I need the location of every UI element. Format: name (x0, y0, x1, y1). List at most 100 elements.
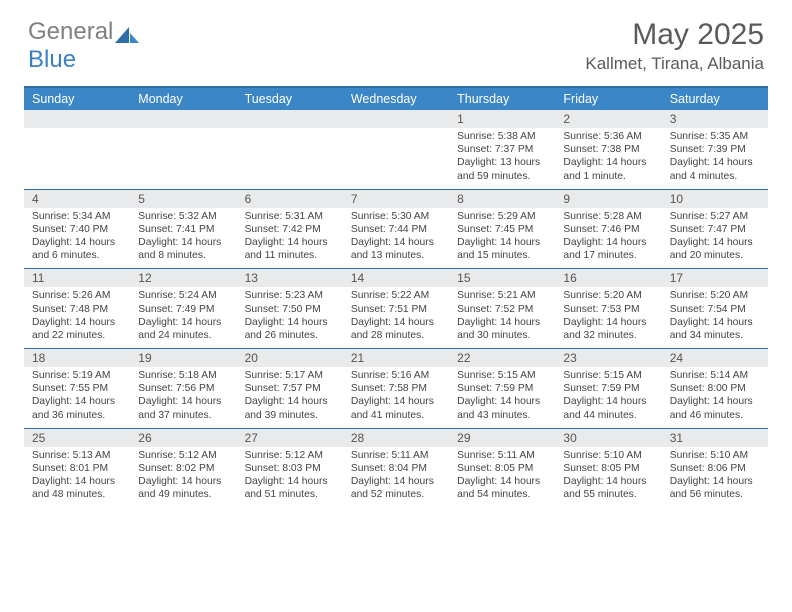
day-cell: Sunrise: 5:14 AMSunset: 8:00 PMDaylight:… (662, 367, 768, 428)
day-cell-line: and 44 minutes. (563, 409, 655, 422)
day-cell: Sunrise: 5:21 AMSunset: 7:52 PMDaylight:… (449, 287, 555, 348)
day-cell: Sunrise: 5:10 AMSunset: 8:06 PMDaylight:… (662, 447, 768, 508)
day-cell-line: Sunrise: 5:18 AM (138, 369, 230, 382)
day-cell-line: Daylight: 14 hours (351, 395, 443, 408)
day-cell-line: Sunrise: 5:12 AM (245, 449, 337, 462)
day-cell: Sunrise: 5:35 AMSunset: 7:39 PMDaylight:… (662, 128, 768, 189)
day-cell-line: Daylight: 14 hours (351, 236, 443, 249)
day-number: 29 (449, 429, 555, 447)
day-number: 12 (130, 269, 236, 287)
day-cell: Sunrise: 5:11 AMSunset: 8:04 PMDaylight:… (343, 447, 449, 508)
page-header: GeneralBlue May 2025 Kallmet, Tirana, Al… (0, 0, 792, 82)
day-cell-line: Daylight: 14 hours (138, 395, 230, 408)
day-number: 14 (343, 269, 449, 287)
day-cell-line: Sunrise: 5:36 AM (563, 130, 655, 143)
day-cell-line: Daylight: 14 hours (563, 475, 655, 488)
day-cell-line: and 52 minutes. (351, 488, 443, 501)
day-cell-line: and 20 minutes. (670, 249, 762, 262)
day-cell-line: Sunset: 7:42 PM (245, 223, 337, 236)
day-number: 22 (449, 349, 555, 367)
day-header-row: Sunday Monday Tuesday Wednesday Thursday… (24, 88, 768, 110)
day-cell-line: Sunset: 7:49 PM (138, 303, 230, 316)
day-header: Wednesday (343, 88, 449, 110)
day-cell-line: and 46 minutes. (670, 409, 762, 422)
day-cell-line: Sunset: 7:44 PM (351, 223, 443, 236)
brand-name: GeneralBlue (28, 18, 139, 74)
day-cell-line: Daylight: 14 hours (457, 395, 549, 408)
day-cell-line: Sunrise: 5:17 AM (245, 369, 337, 382)
day-cell-line: Sunset: 7:47 PM (670, 223, 762, 236)
day-cell-line: Sunrise: 5:29 AM (457, 210, 549, 223)
day-number: 10 (662, 190, 768, 208)
day-cell-line: Sunrise: 5:15 AM (563, 369, 655, 382)
day-cell: Sunrise: 5:24 AMSunset: 7:49 PMDaylight:… (130, 287, 236, 348)
day-cell-line: Sunset: 7:59 PM (457, 382, 549, 395)
day-cell-line: Daylight: 14 hours (457, 316, 549, 329)
daynum-row: 11121314151617 (24, 268, 768, 287)
day-cell: Sunrise: 5:30 AMSunset: 7:44 PMDaylight:… (343, 208, 449, 269)
day-cell-line: Daylight: 13 hours (457, 156, 549, 169)
day-cell-line: and 1 minute. (563, 170, 655, 183)
day-header: Thursday (449, 88, 555, 110)
day-number: 30 (555, 429, 661, 447)
day-cell-line: Sunrise: 5:15 AM (457, 369, 549, 382)
week-row: Sunrise: 5:34 AMSunset: 7:40 PMDaylight:… (24, 208, 768, 269)
day-cell-line: and 6 minutes. (32, 249, 124, 262)
day-number: 9 (555, 190, 661, 208)
day-cell (237, 128, 343, 189)
day-number: 18 (24, 349, 130, 367)
day-cell-line: and 28 minutes. (351, 329, 443, 342)
day-cell-line: and 36 minutes. (32, 409, 124, 422)
day-number: 26 (130, 429, 236, 447)
day-cell: Sunrise: 5:13 AMSunset: 8:01 PMDaylight:… (24, 447, 130, 508)
day-cell-line: Sunset: 7:40 PM (32, 223, 124, 236)
day-cell-line: Sunrise: 5:20 AM (670, 289, 762, 302)
day-cell-line: Sunset: 7:53 PM (563, 303, 655, 316)
day-cell-line: Daylight: 14 hours (245, 395, 337, 408)
day-cell: Sunrise: 5:17 AMSunset: 7:57 PMDaylight:… (237, 367, 343, 428)
day-header: Tuesday (237, 88, 343, 110)
title-location: Kallmet, Tirana, Albania (585, 54, 764, 74)
day-number: 27 (237, 429, 343, 447)
day-cell-line: Sunset: 7:39 PM (670, 143, 762, 156)
day-cell-line: and 54 minutes. (457, 488, 549, 501)
day-cell-line: Sunset: 7:52 PM (457, 303, 549, 316)
day-cell-line: Sunrise: 5:10 AM (563, 449, 655, 462)
day-cell-line: and 11 minutes. (245, 249, 337, 262)
day-number: 3 (662, 110, 768, 128)
week-row: Sunrise: 5:13 AMSunset: 8:01 PMDaylight:… (24, 447, 768, 508)
day-cell-line: and 4 minutes. (670, 170, 762, 183)
day-number: 2 (555, 110, 661, 128)
day-cell-line: Daylight: 14 hours (32, 475, 124, 488)
day-cell-line: Daylight: 14 hours (670, 395, 762, 408)
day-cell-line: Sunrise: 5:19 AM (32, 369, 124, 382)
day-cell-line: and 13 minutes. (351, 249, 443, 262)
brand-logo: GeneralBlue (28, 18, 139, 74)
day-number: 31 (662, 429, 768, 447)
day-cell-line: Sunrise: 5:35 AM (670, 130, 762, 143)
day-cell: Sunrise: 5:38 AMSunset: 7:37 PMDaylight:… (449, 128, 555, 189)
day-number: 5 (130, 190, 236, 208)
day-cell-line: Daylight: 14 hours (563, 156, 655, 169)
day-cell: Sunrise: 5:31 AMSunset: 7:42 PMDaylight:… (237, 208, 343, 269)
title-month: May 2025 (585, 18, 764, 52)
day-number: 8 (449, 190, 555, 208)
day-cell-line: Daylight: 14 hours (670, 156, 762, 169)
day-cell-line: Sunset: 7:57 PM (245, 382, 337, 395)
day-cell: Sunrise: 5:26 AMSunset: 7:48 PMDaylight:… (24, 287, 130, 348)
day-cell-line: Sunrise: 5:14 AM (670, 369, 762, 382)
day-cell-line: Daylight: 14 hours (138, 475, 230, 488)
day-cell-line: Sunset: 8:04 PM (351, 462, 443, 475)
day-cell-line: Sunset: 8:03 PM (245, 462, 337, 475)
day-cell-line: Sunrise: 5:13 AM (32, 449, 124, 462)
week-row: Sunrise: 5:19 AMSunset: 7:55 PMDaylight:… (24, 367, 768, 428)
day-number: 15 (449, 269, 555, 287)
day-cell-line: Daylight: 14 hours (245, 475, 337, 488)
day-cell-line: Sunrise: 5:21 AM (457, 289, 549, 302)
day-cell-line: Sunrise: 5:16 AM (351, 369, 443, 382)
day-cell-line: and 43 minutes. (457, 409, 549, 422)
day-number: 4 (24, 190, 130, 208)
day-cell-line: and 32 minutes. (563, 329, 655, 342)
day-cell-line: and 22 minutes. (32, 329, 124, 342)
day-cell: Sunrise: 5:27 AMSunset: 7:47 PMDaylight:… (662, 208, 768, 269)
